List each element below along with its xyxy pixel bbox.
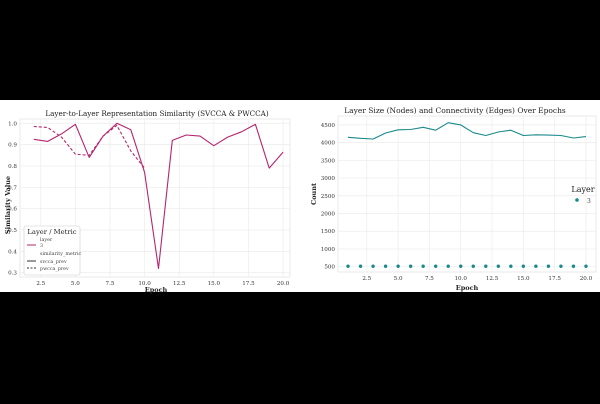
y-tick-label: 0.7: [8, 185, 17, 191]
chart-title: Layer Size (Nodes) and Connectivity (Edg…: [344, 106, 566, 115]
data-point-marker: [346, 264, 350, 268]
legend-group-metric-title: similarity_metric: [40, 251, 81, 257]
y-tick-label: 2000: [321, 212, 336, 218]
similarity-chart: Layer-to-Layer Representation Similarity…: [4, 109, 291, 294]
data-point-marker: [521, 264, 526, 268]
legend-swatch-layer-3: [575, 198, 579, 202]
y-tick-label: 4500: [321, 123, 336, 129]
data-point-marker: [471, 264, 475, 268]
y-tick-label: 3000: [321, 176, 336, 182]
series-marks: [346, 122, 588, 268]
y-tick-label: 0.4: [8, 249, 17, 255]
data-point-marker: [484, 264, 488, 268]
x-tick-label: 5.0: [71, 281, 80, 287]
y-tick-label: 1000: [321, 247, 336, 253]
data-point-marker: [496, 264, 501, 268]
y-tick-label: 3500: [321, 158, 336, 164]
x-tick-label: 2.5: [362, 276, 371, 282]
y-tick-label: 0.8: [8, 164, 17, 170]
series-line: [347, 122, 587, 140]
legend-title: Layer: [571, 185, 594, 194]
data-point-marker: [408, 264, 413, 268]
data-point-marker: [446, 264, 450, 268]
x-tick-label: 12.5: [173, 281, 186, 287]
data-point-marker: [358, 264, 363, 268]
x-tick-label: 7.5: [425, 276, 434, 282]
data-point-marker: [559, 264, 563, 268]
chart-title: Layer-to-Layer Representation Similarity…: [45, 109, 268, 118]
legend-item-svcca: svcca_prev: [40, 260, 67, 265]
x-tick-label: 17.5: [242, 281, 255, 287]
y-tick-label: 0.9: [8, 143, 17, 149]
data-point-marker: [421, 264, 425, 268]
layer-size-chart: Layer Size (Nodes) and Connectivity (Edg…: [310, 106, 597, 292]
y-tick-label: 0.3: [8, 271, 17, 277]
x-axis-label: Epoch: [145, 286, 168, 294]
x-tick-label: 7.5: [106, 281, 115, 287]
y-axis-label: Similarity Value: [4, 176, 12, 234]
x-tick-label: 10.0: [138, 281, 151, 287]
legend-item-layer-3: 3: [40, 243, 43, 249]
y-tick-label: 2500: [321, 194, 336, 200]
x-tick-label: 5.0: [394, 276, 403, 282]
legend-group-layer-title: layer: [40, 237, 53, 243]
x-tick-label: 20.0: [580, 276, 593, 282]
x-tick-label: 15.0: [208, 281, 221, 287]
y-tick-label: 0.6: [8, 207, 17, 213]
x-tick-label: 2.5: [36, 281, 45, 287]
data-point-marker: [396, 264, 400, 268]
legend-item-pwcca: pwcca_prev: [40, 267, 69, 272]
x-tick-label: 12.5: [486, 276, 499, 282]
x-tick-label: 10.0: [455, 276, 468, 282]
data-point-marker: [584, 264, 588, 268]
data-point-marker: [459, 264, 463, 268]
x-tick-label: 15.0: [517, 276, 530, 282]
y-tick-label: 500: [324, 265, 335, 271]
data-point-marker: [371, 264, 375, 268]
data-point-marker: [534, 264, 538, 268]
tick-labels: 2.5 5.0 7.5 10.0 12.5 15.0 17.5 20.0 500 1000 1500…: [321, 123, 593, 282]
tick-labels: 2.5 5.0 7.5 10.0 12.5 15.0 17.5 20.0 0.3 0.4 0.5 0.…: [8, 121, 290, 287]
data-point-marker: [433, 264, 438, 268]
series-line-pwcca-prev: [33, 124, 146, 169]
x-axis-label: Epoch: [456, 284, 479, 292]
x-tick-label: 20.0: [277, 281, 290, 287]
data-point-marker: [571, 264, 576, 268]
data-point-marker: [383, 264, 388, 268]
y-tick-label: 1.0: [8, 121, 17, 127]
y-tick-label: 4000: [321, 141, 336, 147]
x-tick-label: 17.5: [548, 276, 561, 282]
legend-box: [23, 225, 81, 276]
series-line-svcca-prev: [33, 122, 284, 270]
legend: Layer 3: [571, 185, 594, 205]
legend-item-layer-3: 3: [587, 198, 591, 205]
data-point-marker: [546, 264, 551, 268]
y-tick-label: 1500: [321, 229, 336, 235]
data-point-marker: [509, 264, 513, 268]
series-lines: [33, 122, 284, 270]
legend: Layer / Metric layer 3 similarity_metric…: [23, 225, 81, 276]
legend-title: Layer / Metric: [27, 228, 76, 236]
y-axis-label: Count: [310, 183, 318, 205]
gridlines: [338, 116, 596, 272]
plot-area: [337, 115, 597, 273]
y-tick-label: 0.5: [8, 228, 17, 234]
